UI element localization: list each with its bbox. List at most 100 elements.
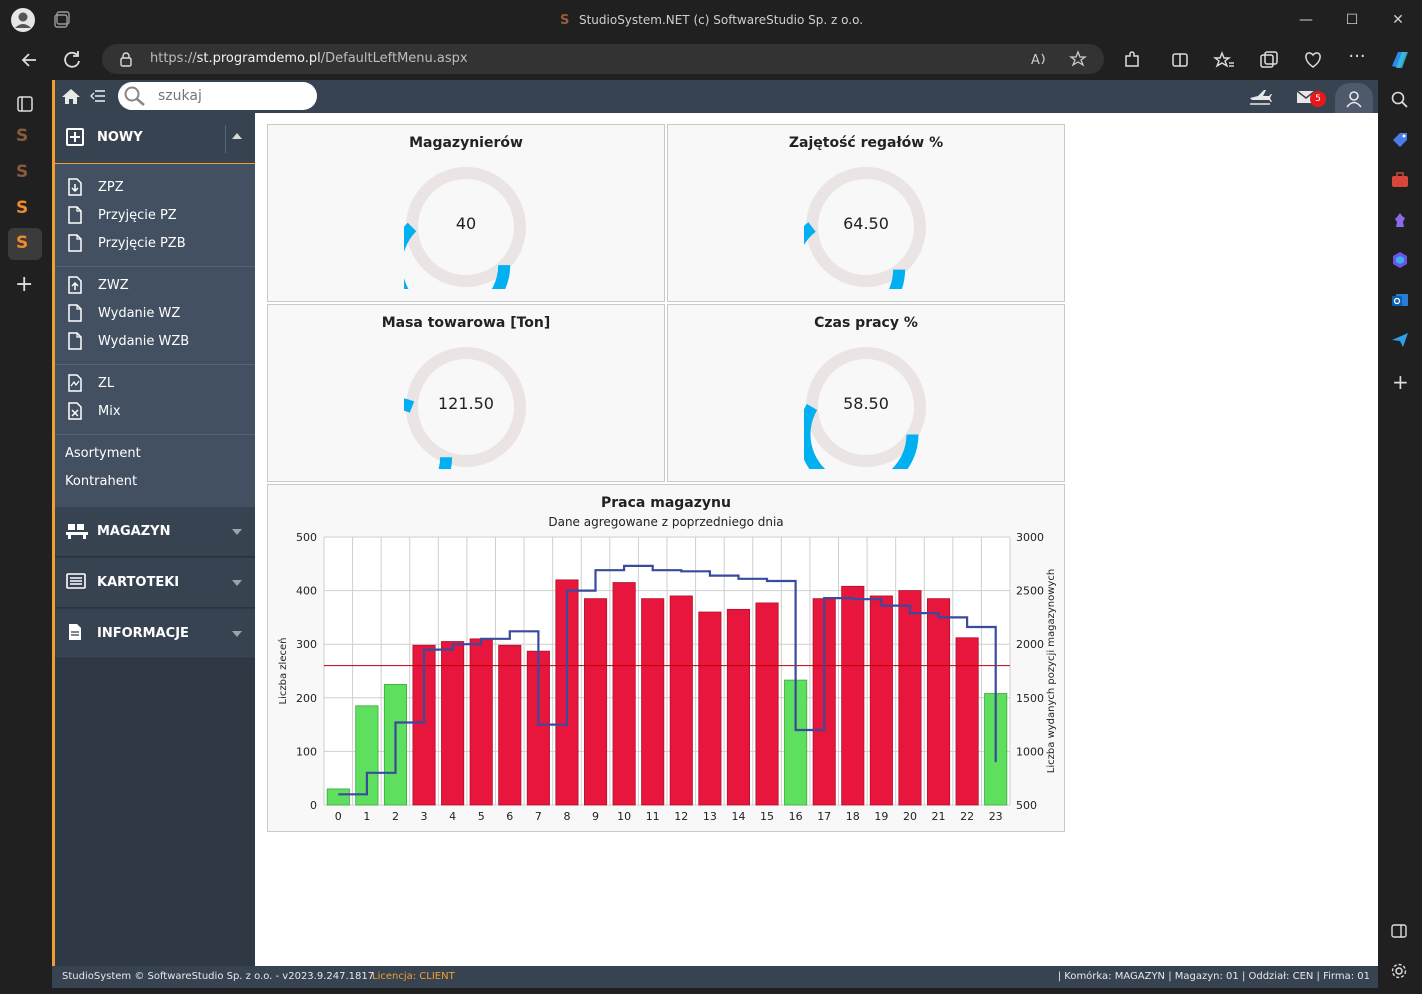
gauge-value: 121.50	[438, 394, 494, 413]
x-tick-label: 16	[789, 810, 803, 823]
airplane-icon[interactable]	[1248, 88, 1272, 106]
workspaces-icon[interactable]	[52, 8, 74, 30]
x-tick-label: 22	[960, 810, 974, 823]
sidebar-toggle-icon[interactable]	[1390, 922, 1408, 940]
card-index-icon	[66, 573, 86, 589]
app-frame: 5 NOWY ZPZ Przyjęcie PZ Przyjęcie PZB	[52, 80, 1378, 988]
menu-kartoteki[interactable]: KARTOTEKI	[55, 558, 255, 608]
bar	[326, 788, 350, 806]
copilot-icon[interactable]	[1386, 46, 1414, 74]
games-icon[interactable]	[1390, 210, 1410, 230]
close-button[interactable]: ✕	[1392, 12, 1404, 28]
menu-item-zwz[interactable]: ZWZ	[55, 272, 255, 300]
x-tick-label: 17	[817, 810, 831, 823]
menu-item-wydanie-wz[interactable]: Wydanie WZ	[55, 300, 255, 328]
menu-collapse-icon[interactable]	[90, 88, 106, 104]
bar	[669, 595, 693, 806]
menu-item-przyjecie-pz[interactable]: Przyjęcie PZ	[55, 202, 255, 230]
chevron-down-icon[interactable]	[232, 580, 242, 586]
bar	[412, 644, 436, 806]
tab-studiosystem-active[interactable]: S	[8, 228, 42, 260]
bar	[469, 638, 493, 806]
outlook-icon[interactable]	[1390, 290, 1410, 310]
url-path: /DefaultLeftMenu.aspx	[320, 51, 468, 66]
y-tick-label: 300	[296, 638, 317, 651]
favorites-icon[interactable]	[1210, 46, 1238, 74]
maximize-button[interactable]: ☐	[1345, 12, 1359, 28]
collections-icon[interactable]	[1255, 46, 1283, 74]
x-tick-label: 8	[564, 810, 571, 823]
menu-informacje[interactable]: INFORMACJE	[55, 609, 255, 659]
bar	[955, 637, 979, 806]
chevron-up-icon[interactable]	[232, 133, 242, 139]
search-input[interactable]	[156, 86, 306, 106]
menu-item-kontrahent[interactable]: Kontrahent	[55, 468, 255, 496]
bar	[698, 611, 722, 806]
shopping-tag-icon[interactable]	[1390, 130, 1410, 150]
bar	[641, 598, 665, 806]
profile-icon[interactable]	[10, 7, 36, 33]
chevron-down-icon[interactable]	[232, 631, 242, 637]
tab-studiosystem-3[interactable]: S	[16, 198, 29, 218]
back-icon[interactable]	[16, 46, 44, 74]
bar	[755, 602, 779, 806]
svg-text:S: S	[560, 13, 569, 26]
menu-magazyn-label: MAGAZYN	[97, 524, 171, 539]
magnifier-icon[interactable]	[123, 85, 147, 107]
doc-icon	[68, 304, 82, 322]
menu-separator	[55, 434, 255, 435]
chart-panel-praca-magazynu: Praca magazynu Dane agregowane z poprzed…	[267, 484, 1065, 832]
lock-icon[interactable]	[118, 51, 134, 67]
y-tick-label: 500	[296, 531, 317, 544]
menu-item-asortyment[interactable]: Asortyment	[55, 440, 255, 468]
main-menu: NOWY ZPZ Przyjęcie PZ Przyjęcie PZB ZWZ	[55, 113, 255, 967]
doc-chart-icon	[68, 374, 82, 392]
plus-square-icon	[66, 128, 84, 146]
menu-item-zpz-label: ZPZ	[98, 180, 124, 195]
copilot-sidebar-icon[interactable]	[1390, 250, 1410, 270]
doc-download-icon	[68, 178, 82, 196]
y2-tick-label: 3000	[1016, 531, 1044, 544]
menu-separator	[55, 266, 255, 267]
x-tick-label: 6	[506, 810, 513, 823]
mail-badge: 5	[1310, 91, 1326, 107]
new-tab-button[interactable]: +	[15, 272, 34, 297]
x-tick-label: 21	[932, 810, 946, 823]
address-bar[interactable]: https://st.programdemo.pl/DefaultLeftMen…	[102, 44, 1104, 74]
menu-item-zl[interactable]: ZL	[55, 370, 255, 398]
gauge-ring	[404, 167, 526, 289]
menu-magazyn[interactable]: MAGAZYN	[55, 507, 255, 557]
tab-studiosystem-2[interactable]: S	[16, 162, 29, 182]
menu-item-wydanie-wzb[interactable]: Wydanie WZB	[55, 328, 255, 356]
menu-item-przyjecie-pzb[interactable]: Przyjęcie PZB	[55, 230, 255, 258]
url-text[interactable]: https://st.programdemo.pl/DefaultLeftMen…	[150, 51, 468, 66]
split-screen-icon[interactable]	[1166, 46, 1194, 74]
search-icon[interactable]	[1390, 90, 1410, 110]
puzzle-icon[interactable]	[1118, 46, 1146, 74]
menu-item-zpz[interactable]: ZPZ	[55, 174, 255, 202]
y-tick-label: 100	[296, 745, 317, 758]
add-favorite-icon[interactable]	[1069, 50, 1087, 68]
window-title-text: StudioSystem.NET (c) SoftwareStudio Sp. …	[578, 13, 864, 27]
user-avatar[interactable]	[1335, 83, 1373, 113]
menu-item-mix-label: Mix	[98, 404, 121, 419]
chevron-down-icon[interactable]	[232, 529, 242, 535]
refresh-icon[interactable]	[58, 46, 86, 74]
x-tick-label: 14	[732, 810, 746, 823]
read-aloud-icon[interactable]: A	[1030, 50, 1048, 68]
send-icon[interactable]	[1390, 330, 1410, 350]
x-tick-label: 3	[421, 810, 428, 823]
tab-studiosystem-1[interactable]: S	[16, 126, 29, 146]
menu-nowy[interactable]: NOWY	[55, 113, 255, 164]
add-sidebar-app-button[interactable]: +	[1392, 370, 1409, 394]
tab-actions-icon[interactable]	[15, 94, 35, 114]
menu-item-przyjecie-pz-label: Przyjęcie PZ	[98, 208, 177, 223]
home-icon[interactable]	[61, 87, 81, 105]
settings-gear-icon[interactable]	[1390, 962, 1408, 980]
menu-item-mix[interactable]: Mix	[55, 398, 255, 426]
minimize-button[interactable]: —	[1299, 12, 1313, 28]
tools-icon[interactable]	[1390, 170, 1410, 190]
doc-icon	[68, 234, 82, 252]
performance-icon[interactable]	[1299, 46, 1327, 74]
more-menu-button[interactable]: ···	[1348, 46, 1366, 67]
